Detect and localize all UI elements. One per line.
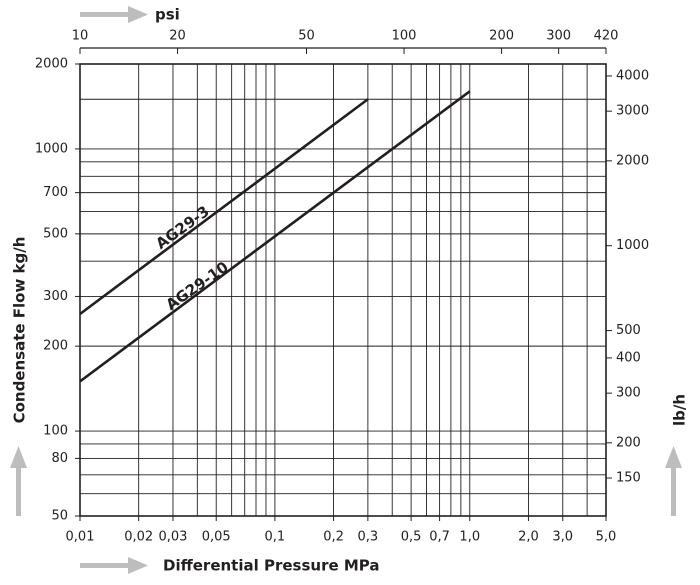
x2-tick-label: 20 [169, 29, 186, 44]
y-tick-label: 80 [51, 451, 68, 466]
x2-tick-label: 100 [392, 29, 417, 44]
y2-tick-label: 300 [616, 386, 641, 401]
x-tick-label: 0,01 [66, 530, 95, 545]
y-title: Condensate Flow kg/h [11, 237, 29, 424]
y2-tick-label: 400 [616, 350, 641, 365]
y-tick-label: 200 [43, 339, 68, 354]
y2-tick-label: 150 [616, 471, 641, 486]
y2-tick-label: 500 [616, 323, 641, 338]
arrow [665, 446, 682, 468]
x2-title: psi [155, 6, 180, 24]
y2-tick-label: 3000 [616, 104, 649, 119]
series-label: AG29-3 [152, 202, 212, 253]
x-tick-label: 2,0 [518, 530, 539, 545]
y-tick-label: 1000 [35, 141, 68, 156]
y2-tick-label: 200 [616, 435, 641, 450]
x-tick-label: 0,02 [124, 530, 153, 545]
plot-frame [79, 63, 607, 517]
y-tick-label: 50 [51, 509, 68, 524]
x-tick-label: 3,0 [552, 530, 573, 545]
arrow [128, 6, 148, 23]
x2-tick-label: 10 [72, 29, 89, 44]
y-tick-label: 100 [43, 424, 68, 439]
series-line [79, 90, 471, 383]
x-title: Differential Pressure MPa [163, 557, 380, 575]
x-tick-label: 0,03 [159, 530, 188, 545]
x2-tick-label: 50 [298, 29, 315, 44]
x2-tick-label: 200 [489, 29, 514, 44]
arrow [671, 466, 676, 516]
y2-tick-label: 1000 [616, 238, 649, 253]
x-tick-label: 0,1 [265, 530, 286, 545]
x-tick-label: 5,0 [596, 530, 617, 545]
y-tick-label: 500 [43, 226, 68, 241]
x-tick-label: 0,7 [429, 530, 450, 545]
x-tick-label: 0,05 [202, 530, 231, 545]
y-tick-label: 700 [43, 185, 68, 200]
x-tick-label: 0,5 [401, 530, 422, 545]
x-tick-label: 0,3 [358, 530, 379, 545]
arrow [80, 12, 130, 17]
y2-tick-label: 4000 [616, 68, 649, 83]
x-tick-label: 0,2 [323, 530, 344, 545]
arrow [10, 446, 27, 468]
arrow [128, 557, 148, 574]
x-tick-label: 1,0 [459, 530, 480, 545]
y-tick-label: 300 [43, 289, 68, 304]
y2-tick-label: 2000 [616, 153, 649, 168]
y2-title: lb/h [671, 394, 689, 426]
series-line [79, 98, 369, 316]
arrow [80, 563, 130, 568]
x2-tick-label: 420 [594, 29, 619, 44]
y-tick-label: 2000 [35, 57, 68, 72]
x2-tick-label: 300 [546, 29, 571, 44]
arrows [10, 6, 682, 574]
arrow [16, 466, 21, 516]
